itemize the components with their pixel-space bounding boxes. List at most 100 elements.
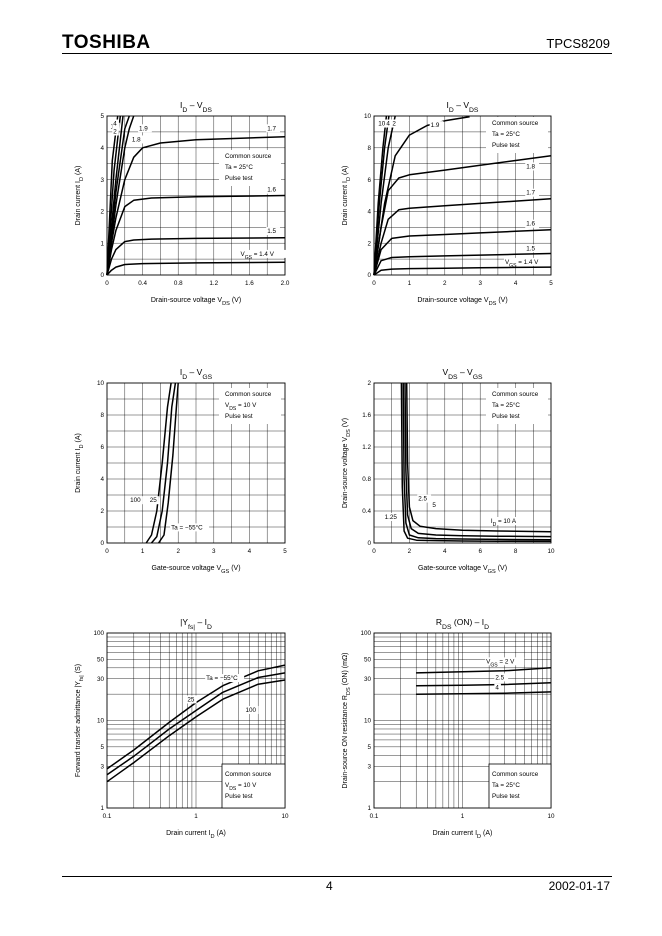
annotation-bg bbox=[486, 117, 548, 153]
x-tick-label: 0.8 bbox=[174, 280, 183, 287]
series-line bbox=[416, 667, 552, 674]
series-line bbox=[373, 115, 396, 276]
curve-label-bg bbox=[385, 119, 392, 128]
chart-title: ID​ – VDS​ bbox=[180, 100, 212, 114]
series-line bbox=[373, 197, 552, 276]
x-axis-label: Gate-source voltage VGS​ (V) bbox=[151, 565, 240, 575]
y-tick-label: 8 bbox=[100, 412, 104, 419]
toshiba-logo: TOSHIBA bbox=[62, 32, 151, 53]
y-tick-label: 10 bbox=[97, 380, 105, 387]
y-tick-label: 1 bbox=[100, 240, 104, 247]
curve-label: 2.5 bbox=[418, 496, 427, 503]
curve-label: 1.7 bbox=[267, 125, 276, 132]
curve-label-bg bbox=[266, 124, 280, 133]
series-line bbox=[373, 266, 552, 276]
plot-frame bbox=[373, 382, 552, 544]
y-tick-label: 100 bbox=[360, 630, 371, 637]
part-number: TPCS8209 bbox=[546, 36, 610, 51]
series-line bbox=[106, 135, 286, 276]
y-tick-label: 6 bbox=[367, 177, 371, 184]
y-tick-label: 0 bbox=[367, 272, 371, 279]
x-axis-label: Drain-source voltage VDS​ (V) bbox=[151, 297, 241, 307]
curve-label-bg bbox=[129, 496, 143, 505]
x-tick-label: 0.1 bbox=[370, 813, 379, 820]
curve-label: 1.6 bbox=[526, 221, 535, 228]
chart-title: ID​ – VGS​ bbox=[180, 367, 213, 381]
curve-label: 1.9 bbox=[431, 122, 440, 129]
series-line bbox=[150, 382, 177, 544]
curve-label-bg bbox=[383, 513, 402, 521]
y-tick-label: 1.2 bbox=[362, 444, 371, 451]
series-line bbox=[405, 382, 552, 533]
curve-label-bg bbox=[489, 517, 529, 525]
y-tick-label: 3 bbox=[100, 763, 104, 770]
annotation-bg bbox=[219, 388, 281, 424]
curve-label: 1.9 bbox=[139, 125, 148, 132]
x-tick-label: 10 bbox=[547, 548, 555, 555]
curve-label-bg bbox=[244, 706, 259, 715]
y-axis-label: Drain current ID​ (A) bbox=[342, 166, 352, 226]
annotation-line: Ta = 25°C bbox=[492, 401, 520, 409]
curve-label-bg bbox=[429, 121, 444, 130]
x-axis-label: Drain-source voltage VDS​ (V) bbox=[417, 297, 507, 307]
series-line bbox=[402, 382, 552, 541]
y-axis-label: Drain-source voltage VDS​ (V) bbox=[342, 418, 352, 508]
y-tick-label: 5 bbox=[367, 744, 371, 751]
curve-label: 100 bbox=[130, 497, 141, 504]
x-tick-label: 4 bbox=[514, 280, 518, 287]
curve-label: 5 bbox=[432, 502, 436, 509]
curve-label-bg bbox=[494, 683, 501, 692]
y-tick-label: 0 bbox=[100, 272, 104, 279]
x-tick-label: 0.4 bbox=[138, 280, 147, 287]
x-tick-label: 0 bbox=[372, 548, 376, 555]
y-tick-label: 0 bbox=[367, 540, 371, 547]
chart-title: |Yfs|​ – ID​ bbox=[180, 617, 212, 631]
curve-label-bg bbox=[525, 162, 540, 171]
annotation-line: Common source bbox=[225, 153, 272, 160]
x-axis-label: Gate-source voltage VGS​ (V) bbox=[418, 565, 507, 575]
y-tick-label: 3 bbox=[367, 763, 371, 770]
y-tick-label: 0.4 bbox=[362, 508, 371, 515]
x-axis-label: Drain current ID​ (A) bbox=[433, 830, 493, 840]
chart-title: RDS​ (ON) – ID​ bbox=[436, 617, 489, 631]
curve-label: 1.6 bbox=[267, 187, 276, 194]
series-line bbox=[373, 228, 552, 276]
y-tick-label: 2 bbox=[100, 209, 104, 216]
curve-label-bg bbox=[494, 673, 509, 682]
curve-label: 1.8 bbox=[132, 136, 141, 143]
x-tick-label: 0.1 bbox=[103, 813, 112, 820]
curve-label-bg bbox=[525, 219, 540, 228]
y-tick-label: 2 bbox=[100, 508, 104, 515]
annotation-line: Ta = 25°C bbox=[225, 163, 253, 171]
y-tick-label: 2 bbox=[367, 380, 371, 387]
curve-label: 2 bbox=[113, 128, 117, 135]
y-tick-label: 0.8 bbox=[362, 476, 371, 483]
annotation-line: Pulse test bbox=[492, 793, 520, 800]
curve-label: 4 bbox=[495, 685, 499, 692]
x-tick-label: 2 bbox=[443, 280, 447, 287]
y-axis-label: Drain current ID​ (A) bbox=[75, 433, 85, 493]
curve-label: 1.5 bbox=[267, 228, 276, 235]
series-line bbox=[106, 261, 286, 276]
x-tick-label: 5 bbox=[549, 280, 553, 287]
y-tick-label: 50 bbox=[97, 657, 105, 664]
curve-label: VGS​ = 1.4 V bbox=[505, 259, 539, 269]
x-tick-label: 1 bbox=[408, 280, 412, 287]
curve-label-bg bbox=[130, 135, 145, 144]
series-line bbox=[416, 691, 552, 695]
y-axis-label: Drain current ID​ (A) bbox=[75, 166, 85, 226]
curve-label: 1.5 bbox=[526, 245, 535, 252]
x-axis-label: Drain current ID​ (A) bbox=[166, 830, 226, 840]
series-line bbox=[106, 672, 286, 776]
series-line bbox=[106, 194, 286, 276]
curve-label: 25 bbox=[150, 497, 158, 504]
series-line bbox=[106, 237, 286, 276]
annotation-line: Pulse test bbox=[225, 413, 253, 420]
curve-label-bg bbox=[525, 244, 540, 253]
curve-label: 100 bbox=[246, 707, 257, 714]
y-tick-label: 8 bbox=[367, 145, 371, 152]
plot-frame bbox=[106, 632, 286, 809]
chart-title: VDS​ – VGS​ bbox=[442, 367, 483, 381]
y-tick-label: 0 bbox=[100, 540, 104, 547]
